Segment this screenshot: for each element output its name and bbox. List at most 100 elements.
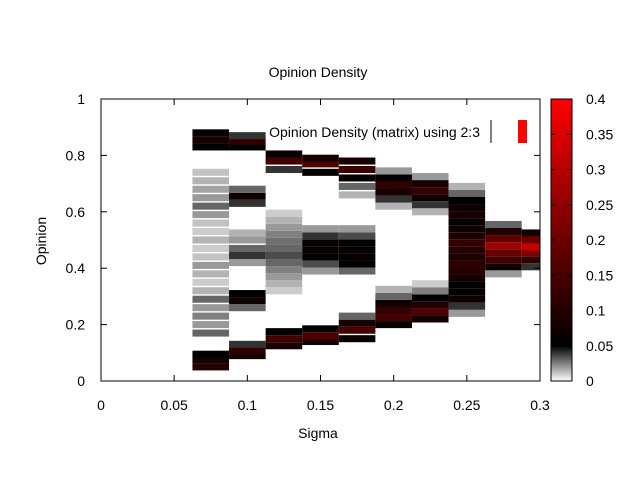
heat-cell: [192, 253, 230, 261]
colorbar-tick-label: 0.4: [586, 91, 606, 107]
heat-cell: [265, 223, 303, 231]
heat-cell: [485, 263, 522, 271]
heat-cell: [265, 209, 303, 217]
heat-cell: [448, 267, 486, 275]
colorbar-ticks: 0 0.05 0.1 0.15 0.2 0.25 0.3 0.35 0.4: [551, 91, 613, 389]
heat-cell: [521, 256, 540, 264]
heat-cell: [448, 225, 486, 233]
legend-label: Opinion Density (matrix) using 2:3: [269, 124, 480, 140]
heat-cell: [411, 187, 449, 195]
heat-cell: [192, 194, 230, 202]
heat-cell: [411, 201, 449, 209]
heat-cell: [448, 232, 486, 240]
colorbar-tick-label: 0.1: [586, 303, 606, 319]
heat-cell: [375, 167, 412, 175]
heat-cell: [229, 132, 266, 140]
y-axis-ticks: 0 0.2 0.4 0.6 0.8 1: [66, 91, 540, 389]
heat-cell: [338, 165, 376, 174]
heat-cell: [192, 312, 230, 320]
heat-cell: [192, 278, 230, 286]
heat-cell: [192, 321, 230, 329]
heat-cell: [229, 185, 266, 193]
heat-cell: [338, 174, 376, 182]
heat-cell: [265, 216, 303, 224]
heat-cell: [411, 194, 449, 202]
heat-cell: [448, 281, 486, 289]
heat-cell: [375, 202, 412, 210]
heat-cell: [448, 189, 486, 197]
heat-cell: [302, 239, 339, 247]
heat-cell: [265, 230, 303, 238]
heat-cell: [302, 232, 339, 240]
heat-cell: [411, 294, 449, 302]
heat-cell: [338, 191, 376, 199]
heat-cell: [265, 244, 303, 252]
heat-cell: [229, 259, 266, 267]
heat-cell: [302, 160, 339, 168]
legend-sample-swatch: [518, 120, 527, 143]
heat-cell: [411, 287, 449, 295]
heat-cell: [411, 208, 449, 216]
heat-cell: [265, 251, 303, 260]
heat-cell: [448, 274, 486, 282]
heat-cell: [448, 302, 486, 310]
heat-cell: [411, 173, 449, 181]
heat-cell: [411, 180, 449, 188]
heat-cell: [448, 309, 486, 317]
heat-cell: [375, 306, 412, 315]
heat-cell: [485, 256, 522, 264]
heat-cell: [485, 235, 522, 243]
heatmap-cells: [192, 129, 540, 371]
heat-cell: [411, 308, 449, 316]
heat-cell: [302, 246, 339, 254]
heat-cell: [265, 328, 303, 336]
heat-cell: [338, 253, 376, 261]
heat-cell: [265, 342, 303, 350]
heat-cell: [192, 236, 230, 244]
heat-cell: [192, 304, 230, 312]
y-tick-label: 0: [77, 373, 85, 389]
heat-cell: [485, 220, 522, 229]
heat-cell: [338, 157, 376, 165]
heat-cell: [375, 195, 412, 203]
heat-cell: [265, 287, 303, 295]
y-tick-label: 0.6: [66, 204, 86, 220]
heat-cell: [265, 165, 303, 174]
heat-cell: [338, 232, 376, 240]
heat-cell: [229, 192, 266, 200]
heat-cell: [448, 288, 486, 296]
heat-cell: [338, 182, 376, 190]
heat-cell: [302, 332, 339, 340]
heat-cell: [448, 253, 486, 261]
heat-cell: [265, 266, 303, 274]
heat-cell: [485, 242, 522, 250]
heat-cell: [229, 297, 266, 305]
heat-cell: [375, 188, 412, 196]
heat-cell: [338, 260, 376, 268]
colorbar-tick-label: 0.25: [586, 197, 613, 213]
x-tick-label: 0.05: [161, 397, 188, 413]
heat-cell: [485, 249, 522, 257]
heat-cell: [375, 321, 412, 329]
heat-cell: [192, 185, 230, 193]
heat-cell: [448, 239, 486, 247]
heat-cell: [229, 137, 266, 145]
colorbar-tick-label: 0.2: [586, 232, 606, 248]
heat-cell: [229, 290, 266, 298]
heat-cell: [192, 168, 230, 176]
heat-cell: [265, 259, 303, 267]
heat-cell: [448, 260, 486, 268]
colorbar: 0 0.05 0.1 0.15 0.2 0.25 0.3 0.35 0.4: [550, 91, 613, 389]
heat-cell: [229, 340, 266, 348]
heat-cell: [375, 181, 412, 189]
heat-cell: [229, 143, 266, 151]
colorbar-tick-label: 0.15: [586, 267, 613, 283]
heat-cell: [192, 329, 230, 337]
heat-cell: [375, 285, 412, 293]
heat-cell: [302, 225, 339, 233]
heat-cell: [302, 154, 339, 162]
x-tick-label: 0.1: [238, 397, 258, 413]
heat-cell: [448, 246, 486, 254]
colorbar-tick-label: 0: [586, 373, 594, 389]
